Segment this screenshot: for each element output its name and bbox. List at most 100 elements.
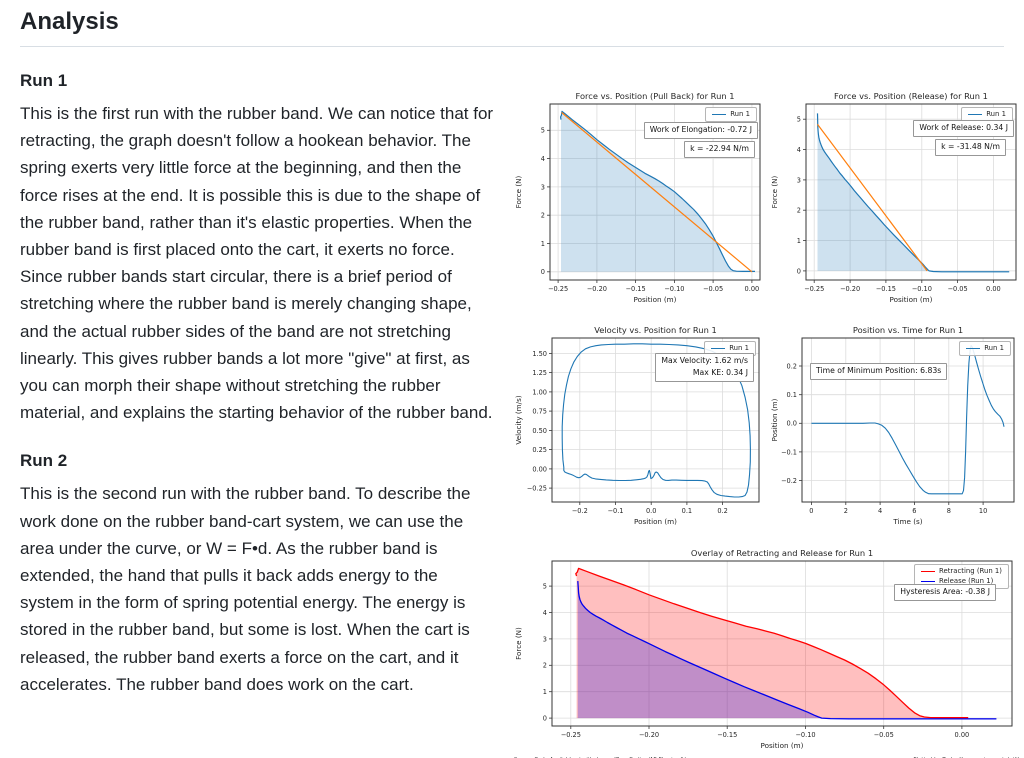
svg-text:8: 8: [947, 507, 951, 515]
svg-text:Position (m): Position (m): [770, 398, 779, 441]
chart-force-release: −0.25 −0.20 −0.15 −0.10 −0.05 0.00 0 1 2 3 4 5 Force…: [768, 88, 1024, 319]
force-release-legend-entry: Run 1: [968, 110, 1006, 118]
svg-text:−0.1: −0.1: [781, 448, 797, 456]
legend-line-sample: [711, 347, 726, 349]
analysis-article: Run 1 This is the first run with the rub…: [20, 46, 494, 698]
svg-text:Position (m): Position (m): [761, 741, 804, 750]
svg-text:0.00: 0.00: [986, 285, 1001, 293]
section-run-1: Run 1 This is the first run with the rub…: [20, 71, 494, 426]
svg-text:10: 10: [979, 507, 987, 515]
svg-text:4: 4: [878, 507, 882, 515]
svg-text:−0.10: −0.10: [664, 285, 684, 293]
svg-text:0: 0: [809, 507, 813, 515]
svg-text:−0.25: −0.25: [548, 285, 568, 293]
svg-text:2: 2: [797, 207, 801, 215]
svg-text:Force vs. Position (Pull Back): Force vs. Position (Pull Back) for Run 1: [575, 91, 734, 101]
svg-text:−0.2: −0.2: [781, 477, 797, 485]
force-pullback-legend-entry: Run 1: [712, 110, 750, 118]
svg-text:6: 6: [912, 507, 916, 515]
legend-label: Run 1: [986, 110, 1006, 118]
svg-text:0: 0: [541, 268, 545, 276]
position-time-annotation-0: Time of Minimum Position: 6.83s: [810, 363, 948, 380]
svg-text:−0.20: −0.20: [587, 285, 607, 293]
svg-text:3: 3: [541, 183, 545, 191]
svg-text:1.50: 1.50: [532, 350, 547, 358]
svg-text:2: 2: [844, 507, 848, 515]
section-run-2: Run 2 This is the second run with the ru…: [20, 451, 494, 698]
svg-text:−0.15: −0.15: [625, 285, 645, 293]
svg-text:3: 3: [543, 635, 547, 643]
svg-text:0.00: 0.00: [955, 731, 970, 739]
svg-text:4: 4: [541, 155, 545, 163]
velocity-position-legend-entry: Run 1: [711, 344, 749, 352]
svg-text:0.25: 0.25: [532, 446, 547, 454]
position-time-legend: Run 1: [959, 341, 1011, 356]
svg-text:3: 3: [797, 176, 801, 184]
position-time-legend-entry: Run 1: [966, 344, 1004, 352]
svg-text:−0.05: −0.05: [947, 285, 967, 293]
svg-text:−0.20: −0.20: [639, 731, 659, 739]
svg-text:0.0: 0.0: [646, 507, 657, 515]
overlay-hysteresis-legend-entry: Release (Run 1): [921, 577, 1002, 585]
legend-label: Release (Run 1): [939, 577, 994, 585]
run-1-paragraph: This is the first run with the rubber ba…: [20, 104, 494, 423]
svg-text:2: 2: [541, 212, 545, 220]
legend-line-sample: [921, 570, 936, 572]
svg-text:Position (m): Position (m): [634, 295, 677, 304]
chart-position-time: 0 2 4 6 8 10 −0.2 −0.1 0.0 0.1 0.2 Position vs. Tim…: [768, 323, 1024, 542]
legend-label: Run 1: [984, 344, 1004, 352]
legend-line-sample: [921, 580, 936, 582]
force-pullback-annotation-0: Work of Elongation: -0.72 J: [643, 122, 758, 139]
svg-text:Position vs. Time for Run 1: Position vs. Time for Run 1: [853, 325, 963, 335]
svg-text:5: 5: [797, 116, 801, 124]
svg-text:−0.25: −0.25: [527, 485, 547, 493]
svg-text:0.00: 0.00: [532, 465, 547, 473]
svg-text:−0.15: −0.15: [876, 285, 896, 293]
svg-text:1: 1: [541, 240, 545, 248]
svg-text:Force (N): Force (N): [514, 627, 523, 660]
charts-row-2: −0.2 −0.1 0.0 0.1 0.2 −0.25 0.00 0.25 0.50 0.75 1.…: [512, 323, 1024, 542]
svg-text:−0.10: −0.10: [912, 285, 932, 293]
chart-force-pullback: −0.25 −0.20 −0.15 −0.10 −0.05 0.00 0 1 2 3 4 5 Force…: [512, 88, 768, 319]
svg-text:0.2: 0.2: [787, 362, 798, 370]
svg-text:5: 5: [543, 583, 547, 591]
svg-text:0.75: 0.75: [532, 408, 547, 416]
run-2-heading: Run 2: [20, 451, 68, 471]
svg-text:Position (m): Position (m): [634, 517, 677, 526]
svg-text:Force vs. Position (Release) f: Force vs. Position (Release) for Run 1: [834, 91, 988, 101]
svg-text:4: 4: [797, 146, 801, 154]
svg-text:Position (m): Position (m): [890, 295, 933, 304]
force-pullback-legend: Run 1: [705, 107, 757, 122]
svg-text:0.1: 0.1: [787, 391, 798, 399]
svg-text:1: 1: [543, 688, 547, 696]
charts-panel: −0.25 −0.20 −0.15 −0.10 −0.05 0.00 0 1 2 3 4 5 Force…: [512, 88, 1024, 758]
run-2-paragraph: This is the second run with the rubber b…: [20, 484, 471, 694]
charts-row-3: −0.25 −0.20 −0.15 −0.10 −0.05 0.00 0 1 2 3 4 5 Overl…: [512, 548, 1024, 758]
svg-text:0.00: 0.00: [745, 285, 760, 293]
chart-overlay-hysteresis: −0.25 −0.20 −0.15 −0.10 −0.05 0.00 0 1 2 3 4 5 Overl…: [512, 548, 1024, 758]
run-1-heading: Run 1: [20, 71, 68, 90]
page-title: Analysis: [20, 8, 1004, 47]
svg-text:−0.2: −0.2: [572, 507, 588, 515]
force-pullback-annotation-1: k = -22.94 N/m: [684, 141, 755, 158]
charts-row-1: −0.25 −0.20 −0.15 −0.10 −0.05 0.00 0 1 2 3 4 5 Force…: [512, 88, 1024, 319]
velocity-position-annotation-0: Max Velocity: 1.62 m/s Max KE: 0.34 J: [655, 353, 754, 382]
velocity-position-figure: −0.2 −0.1 0.0 0.1 0.2 −0.25 0.00 0.25 0.50 0.75 1.…: [514, 325, 760, 526]
legend-label: Run 1: [729, 344, 749, 352]
svg-text:−0.1: −0.1: [607, 507, 623, 515]
force-release-annotation-0: Work of Release: 0.34 J: [913, 120, 1014, 137]
overlay-hysteresis-annotation-0: Hysteresis Area: -0.38 J: [894, 584, 996, 601]
svg-text:−0.05: −0.05: [874, 731, 894, 739]
force-release-annotation-1: k = -31.48 N/m: [935, 139, 1006, 156]
legend-label: Run 1: [730, 110, 750, 118]
chart-velocity-position: −0.2 −0.1 0.0 0.1 0.2 −0.25 0.00 0.25 0.50 0.75 1.…: [512, 323, 768, 542]
svg-text:2: 2: [543, 662, 547, 670]
svg-text:Overlay of Retracting and Rele: Overlay of Retracting and Release for Ru…: [691, 548, 873, 558]
legend-line-sample: [966, 347, 981, 349]
svg-text:0.1: 0.1: [682, 507, 693, 515]
legend-label: Retracting (Run 1): [939, 567, 1002, 575]
svg-text:−0.15: −0.15: [717, 731, 737, 739]
svg-text:Force (N): Force (N): [770, 175, 779, 208]
svg-text:0: 0: [543, 715, 547, 723]
doc-header: Analysis: [20, 8, 1004, 47]
